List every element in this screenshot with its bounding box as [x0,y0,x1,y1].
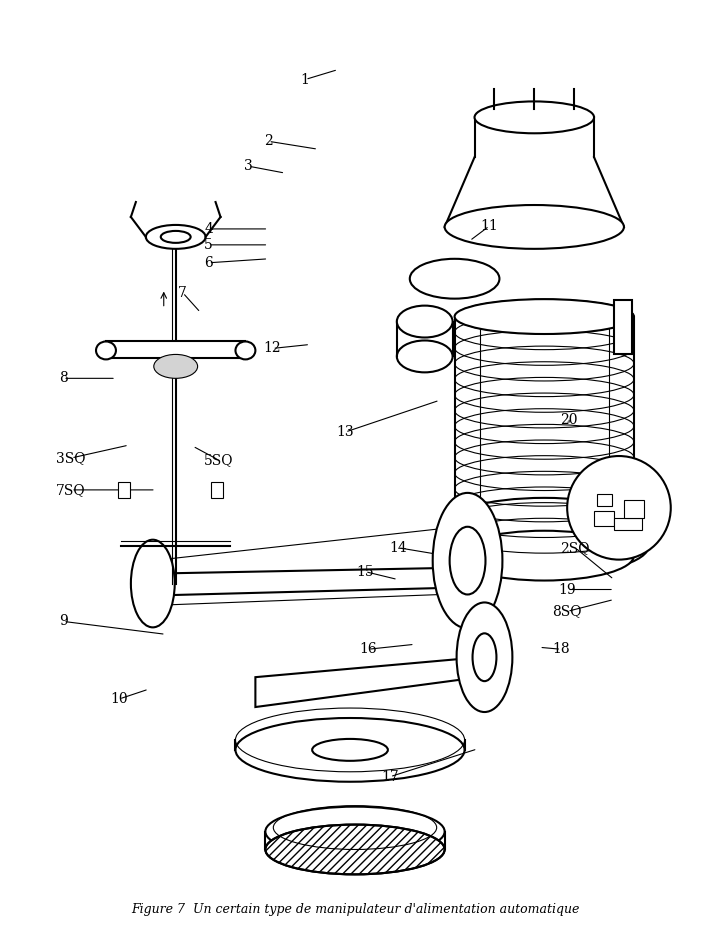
Ellipse shape [266,807,444,857]
Polygon shape [155,568,464,595]
Text: 20: 20 [560,413,578,427]
Text: 16: 16 [359,643,377,657]
Text: Figure 7  Un certain type de manipulateur d'alimentation automatique: Figure 7 Un certain type de manipulateur… [131,903,579,916]
Ellipse shape [444,205,624,249]
Ellipse shape [457,603,513,712]
Bar [624,500,644,518]
Text: 11: 11 [481,219,498,233]
Text: 18: 18 [552,643,570,657]
Text: 6: 6 [204,256,213,269]
Ellipse shape [454,531,634,581]
Bar [597,494,612,506]
Text: 17: 17 [381,770,399,783]
Polygon shape [256,657,479,707]
Text: 7: 7 [178,285,187,300]
Text: 8SQ: 8SQ [552,605,582,619]
Ellipse shape [266,824,444,874]
Text: 3: 3 [244,159,253,173]
Ellipse shape [146,225,206,249]
Text: 3SQ: 3SQ [56,451,86,465]
Text: 13: 13 [337,425,354,439]
Bar [118,482,130,498]
Ellipse shape [96,342,116,359]
Text: 1: 1 [301,72,310,86]
Bar [614,300,632,355]
Bar [614,518,642,530]
Text: 10: 10 [110,692,128,706]
Ellipse shape [312,739,388,761]
Text: 12: 12 [263,342,281,356]
Ellipse shape [397,341,452,372]
Text: 7SQ: 7SQ [56,482,86,497]
Text: 8: 8 [59,371,67,385]
Bar [594,511,614,526]
Ellipse shape [397,306,452,337]
Ellipse shape [154,355,197,379]
Ellipse shape [160,231,191,243]
Text: 2SQ: 2SQ [560,541,590,555]
Ellipse shape [473,633,496,682]
Ellipse shape [236,718,464,782]
Ellipse shape [474,102,594,133]
Bar [211,482,222,498]
Text: 5SQ: 5SQ [204,453,234,467]
Text: 14: 14 [389,541,407,555]
Ellipse shape [439,516,649,576]
Circle shape [567,456,671,559]
Ellipse shape [454,299,634,334]
Text: 9: 9 [59,614,67,629]
Ellipse shape [131,540,175,627]
Ellipse shape [410,258,499,299]
Text: 15: 15 [356,565,373,579]
Ellipse shape [449,527,486,594]
Polygon shape [106,342,246,358]
Text: 4: 4 [204,222,213,236]
Ellipse shape [439,498,649,557]
Text: 2: 2 [264,134,273,148]
Ellipse shape [432,493,503,629]
Text: 5: 5 [204,238,213,252]
Text: 19: 19 [558,582,576,596]
Ellipse shape [236,342,256,359]
